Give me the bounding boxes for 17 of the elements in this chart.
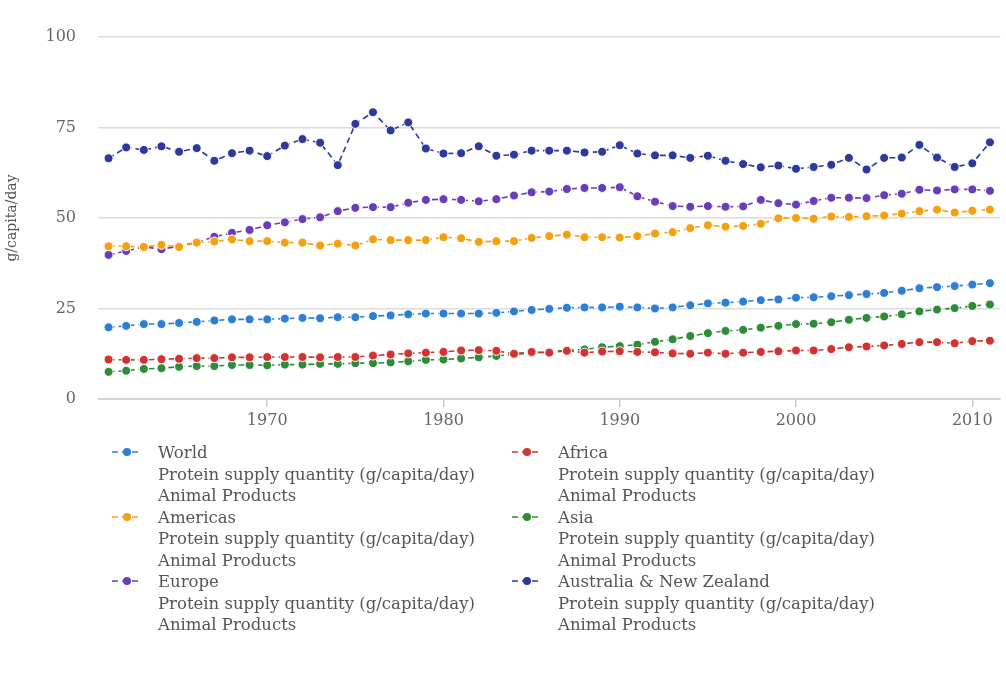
y-tick-label: 0 [65,388,76,408]
x-tick-label: 1970 [246,409,288,429]
x-tick-label: 2010 [951,409,993,429]
y-tick-label: 50 [55,207,76,227]
legend-label: World Protein supply quantity (g/capita/day) Animal Products [158,442,475,507]
legend-label: Africa Protein supply quantity (g/capita/day) Animal Products [558,442,875,507]
x-tick-label: 2000 [775,409,817,429]
legend-label: Asia Protein supply quantity (g/capita/day) Animal Products [558,506,875,571]
x-tick-label: 1990 [599,409,641,429]
y-tick-label: 100 [45,26,76,46]
legend-label: Americas Protein supply quantity (g/capita/day) Animal Products [158,506,475,571]
legend-label: Australia & New Zealand Protein supply quantity (g/capita/day) Animal Products [558,571,875,636]
x-tick-label: 1980 [423,409,464,429]
y-axis-title: g/capita/day [3,174,20,262]
y-tick-label: 75 [55,116,76,136]
y-tick-label: 25 [55,297,76,317]
legend-label: Europe Protein supply quantity (g/capita/day) Animal Products [158,571,475,636]
